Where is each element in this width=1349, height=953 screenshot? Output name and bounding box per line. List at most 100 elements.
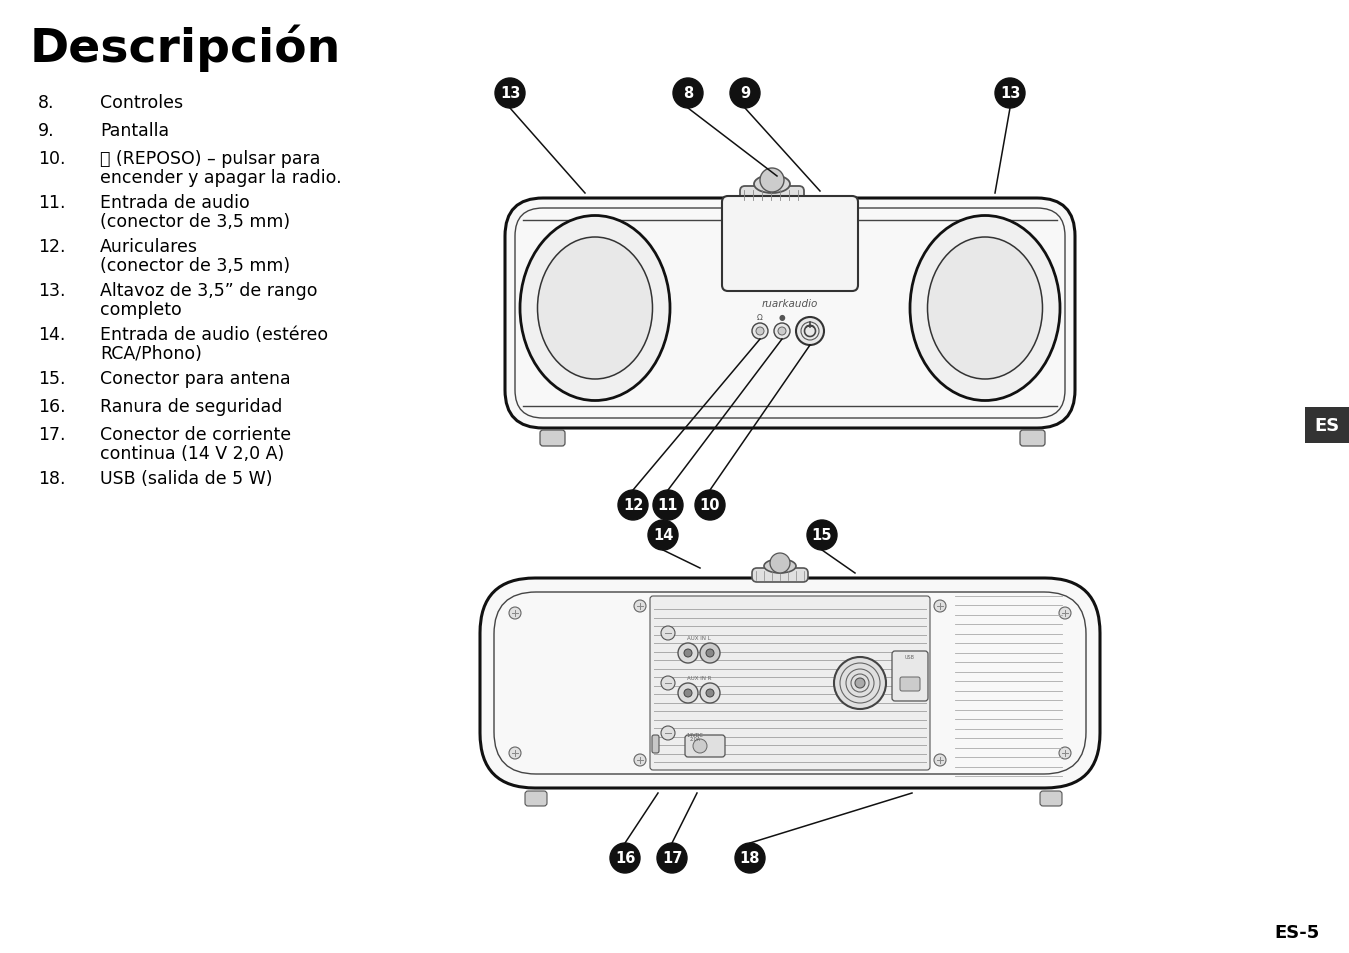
- Text: USB: USB: [905, 655, 915, 659]
- FancyBboxPatch shape: [650, 597, 929, 770]
- FancyBboxPatch shape: [1020, 431, 1045, 447]
- Ellipse shape: [537, 237, 653, 379]
- Text: (conector de 3,5 mm): (conector de 3,5 mm): [100, 256, 290, 274]
- Text: completo: completo: [100, 301, 182, 318]
- Text: Entrada de audio: Entrada de audio: [100, 193, 250, 212]
- Text: 13: 13: [1000, 87, 1020, 101]
- Text: 14VDC: 14VDC: [687, 732, 703, 738]
- Circle shape: [700, 683, 720, 703]
- Circle shape: [807, 520, 836, 551]
- Circle shape: [695, 491, 724, 520]
- Text: 8: 8: [683, 87, 693, 101]
- Circle shape: [770, 554, 791, 574]
- Circle shape: [661, 726, 674, 740]
- Ellipse shape: [764, 559, 796, 574]
- Text: 13.: 13.: [38, 282, 66, 299]
- Circle shape: [755, 328, 764, 335]
- Circle shape: [735, 843, 765, 873]
- Circle shape: [706, 689, 714, 698]
- Text: Auriculares: Auriculares: [100, 237, 198, 255]
- Text: 9: 9: [741, 87, 750, 101]
- Text: 10.: 10.: [38, 150, 66, 168]
- Ellipse shape: [754, 175, 791, 193]
- FancyBboxPatch shape: [480, 578, 1099, 788]
- Ellipse shape: [911, 216, 1060, 401]
- Circle shape: [796, 317, 824, 346]
- Circle shape: [634, 754, 646, 766]
- Text: AUX IN L: AUX IN L: [687, 636, 711, 640]
- Text: ES: ES: [1314, 416, 1340, 435]
- Text: Descripción: Descripción: [30, 24, 341, 71]
- Text: ●: ●: [778, 313, 785, 322]
- Ellipse shape: [519, 216, 670, 401]
- Circle shape: [648, 520, 679, 551]
- Text: 12: 12: [623, 498, 643, 513]
- Text: AUX IN R: AUX IN R: [687, 676, 711, 680]
- Circle shape: [509, 747, 521, 760]
- Circle shape: [673, 79, 703, 109]
- Text: 11.: 11.: [38, 193, 66, 212]
- Text: 11: 11: [658, 498, 679, 513]
- Circle shape: [834, 658, 886, 709]
- Circle shape: [679, 683, 697, 703]
- Text: 15.: 15.: [38, 370, 66, 388]
- FancyBboxPatch shape: [505, 199, 1075, 429]
- FancyBboxPatch shape: [741, 187, 804, 203]
- FancyBboxPatch shape: [722, 196, 858, 292]
- Ellipse shape: [928, 237, 1043, 379]
- Circle shape: [706, 649, 714, 658]
- Circle shape: [634, 600, 646, 613]
- Text: 18: 18: [739, 851, 761, 865]
- Circle shape: [679, 643, 697, 663]
- Circle shape: [778, 328, 786, 335]
- Circle shape: [684, 689, 692, 698]
- Circle shape: [661, 677, 674, 690]
- Circle shape: [684, 649, 692, 658]
- Text: Pantalla: Pantalla: [100, 122, 169, 140]
- Text: 14.: 14.: [38, 326, 65, 344]
- Text: Conector para antena: Conector para antena: [100, 370, 290, 388]
- Text: 15: 15: [812, 528, 832, 543]
- FancyBboxPatch shape: [1040, 791, 1062, 806]
- Text: Entrada de audio (estéreo: Entrada de audio (estéreo: [100, 326, 328, 344]
- Circle shape: [855, 679, 865, 688]
- Circle shape: [693, 740, 707, 753]
- Text: 13: 13: [500, 87, 521, 101]
- Circle shape: [618, 491, 648, 520]
- FancyBboxPatch shape: [540, 431, 565, 447]
- Circle shape: [661, 626, 674, 640]
- Circle shape: [700, 643, 720, 663]
- Text: Controles: Controles: [100, 94, 183, 112]
- FancyBboxPatch shape: [1304, 408, 1349, 443]
- Text: ⒣ (REPOSO) – pulsar para: ⒣ (REPOSO) – pulsar para: [100, 150, 320, 168]
- Text: Altavoz de 3,5” de rango: Altavoz de 3,5” de rango: [100, 282, 317, 299]
- Text: 10: 10: [700, 498, 720, 513]
- Circle shape: [934, 754, 946, 766]
- Text: ruarkaudio: ruarkaudio: [762, 298, 819, 309]
- Circle shape: [495, 79, 525, 109]
- Text: 2.0A: 2.0A: [689, 737, 700, 741]
- Circle shape: [657, 843, 687, 873]
- Text: 8.: 8.: [38, 94, 54, 112]
- Text: 9.: 9.: [38, 122, 54, 140]
- Circle shape: [653, 491, 683, 520]
- FancyBboxPatch shape: [685, 735, 724, 758]
- Circle shape: [934, 600, 946, 613]
- Text: 16: 16: [615, 851, 635, 865]
- Text: 17.: 17.: [38, 426, 66, 443]
- Circle shape: [1059, 747, 1071, 760]
- FancyBboxPatch shape: [652, 735, 660, 753]
- Circle shape: [774, 324, 791, 339]
- Circle shape: [751, 324, 768, 339]
- Text: (conector de 3,5 mm): (conector de 3,5 mm): [100, 213, 290, 231]
- Text: Ranura de seguridad: Ranura de seguridad: [100, 397, 282, 416]
- Circle shape: [730, 79, 759, 109]
- FancyBboxPatch shape: [892, 651, 928, 701]
- Circle shape: [1059, 607, 1071, 619]
- Text: 12.: 12.: [38, 237, 66, 255]
- Circle shape: [509, 607, 521, 619]
- Text: 17: 17: [662, 851, 683, 865]
- Text: Conector de corriente: Conector de corriente: [100, 426, 291, 443]
- FancyBboxPatch shape: [900, 678, 920, 691]
- Text: ES-5: ES-5: [1275, 923, 1321, 941]
